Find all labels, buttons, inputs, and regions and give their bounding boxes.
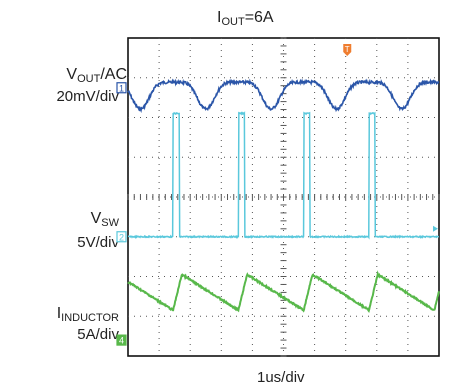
vout-trace [127,78,440,114]
vsw-level-arrow [433,225,438,232]
inductor-name-main: I [56,305,62,322]
vsw-name-sub: SW [101,217,119,229]
vout-channel-marker: 1 [116,82,127,94]
vsw-channel-label: VSW [90,210,119,229]
vout-channel-marker-box [116,82,127,94]
title-sub: OUT [221,16,245,28]
vsw-trace [127,110,440,240]
trigger-marker: T [343,44,352,56]
chart-title: IOUT=6A [217,9,274,28]
title-main: I [217,9,222,26]
channel-markers: 1 2 4 T [116,44,438,346]
vout-scale-label: 20mV/div [56,88,119,105]
vout-name-sub: OUT [77,73,101,85]
vout-name-main: V [66,66,78,83]
trigger-marker-shape [343,44,352,56]
vsw-channel-marker-text: 2 [119,232,124,242]
vsw-scale-label: 5V/div [77,234,119,251]
title-rest: =6A [244,9,274,26]
inductor-channel-marker-box [116,334,127,346]
trigger-marker-text: T [345,45,350,54]
inductor-channel-marker: 4 [116,334,127,346]
inductor-current-trace [127,270,440,313]
inductor-scale-label: 5A/div [77,326,119,343]
vout-channel-marker-text: 1 [119,83,124,93]
plot-grid [127,37,440,357]
vout-name-rest: /AC [100,66,127,83]
vsw-name-main: V [90,210,102,227]
vsw-channel-marker-box [116,231,127,243]
vsw-channel-marker: 2 [116,231,127,243]
inductor-channel-label: IINDUCTOR [56,305,119,324]
x-axis-label: 1us/div [257,369,305,386]
inductor-name-sub: INDUCTOR [61,312,119,324]
vout-channel-label: VOUT/AC [66,66,127,85]
inductor-channel-marker-text: 4 [119,336,124,346]
plot-traces [127,78,440,313]
